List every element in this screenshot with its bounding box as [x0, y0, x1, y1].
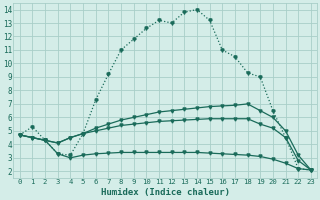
- X-axis label: Humidex (Indice chaleur): Humidex (Indice chaleur): [101, 188, 230, 197]
